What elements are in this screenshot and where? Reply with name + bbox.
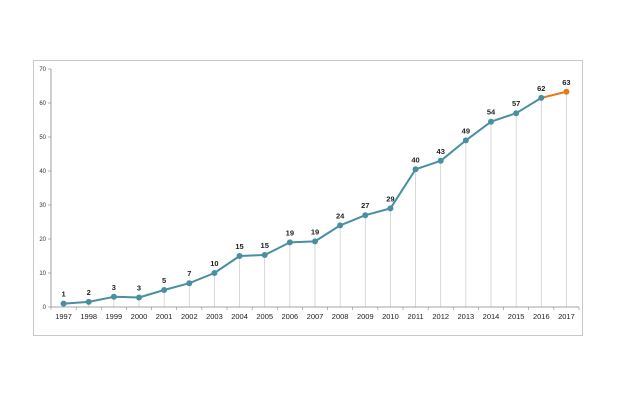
- x-tick-label: 2010: [382, 312, 399, 321]
- data-point: [312, 238, 318, 245]
- data-point: [286, 239, 293, 246]
- x-axis: 1997 1998 1999 2000 2001 2002 2003 2004 2005 2006…: [50, 306, 580, 321]
- data-point: [538, 94, 545, 101]
- data-label: 10: [210, 259, 218, 268]
- x-tick-label: 2004: [231, 312, 248, 321]
- data-point: [85, 298, 92, 305]
- data-label: 63: [562, 78, 570, 87]
- data-label: 1: [61, 290, 65, 299]
- series-segment: [213, 255, 241, 274]
- data-point: [412, 166, 419, 173]
- data-label: 3: [137, 283, 141, 292]
- data-label: 19: [286, 228, 294, 237]
- x-tick-label: 2017: [558, 312, 575, 321]
- data-point: [60, 300, 67, 307]
- series-segment: [414, 159, 442, 171]
- y-tick-label: 60: [39, 101, 46, 107]
- x-tick-label: 1997: [55, 312, 72, 321]
- x-tick-label: 1999: [106, 312, 123, 321]
- data-point: [387, 205, 394, 212]
- data-point: [513, 110, 520, 117]
- series-segment: [439, 139, 467, 162]
- x-tick-label: 2016: [533, 312, 550, 321]
- x-tick-label: 2008: [332, 312, 349, 321]
- series-segment: [314, 224, 342, 243]
- series-segment: [238, 253, 266, 257]
- data-point: [462, 137, 469, 144]
- y-tick-label: 40: [39, 169, 46, 175]
- data-label: 15: [235, 242, 243, 251]
- data-point: [236, 253, 243, 259]
- data-label: 3: [112, 283, 116, 292]
- x-tick-label: 2007: [307, 312, 324, 321]
- data-label: 40: [411, 155, 419, 164]
- data-point: [110, 293, 117, 300]
- data-point: [437, 157, 444, 164]
- y-tick-label: 70: [39, 67, 46, 73]
- series-segment: [62, 300, 90, 305]
- x-tick-label: 2012: [432, 312, 449, 321]
- series-segment: [364, 207, 392, 217]
- data-point: [211, 270, 218, 276]
- data-label: 15: [261, 241, 269, 250]
- series-segment: [163, 282, 191, 291]
- data-label: 2: [87, 288, 91, 297]
- data-point: [488, 118, 494, 125]
- data-label: 54: [487, 108, 496, 117]
- series-segment: [515, 96, 543, 115]
- drop-lines: [63, 91, 567, 307]
- series-segment: [188, 272, 216, 285]
- data-point: [362, 212, 369, 219]
- data-point: [337, 222, 344, 229]
- x-tick-label: 2009: [357, 312, 374, 321]
- data-label: 43: [437, 147, 445, 156]
- y-tick-label: 0: [43, 305, 47, 311]
- data-label: 19: [311, 227, 319, 236]
- data-label: 57: [512, 99, 520, 108]
- series-segment: [288, 240, 316, 244]
- series-segment: [389, 168, 417, 210]
- y-tick-label: 30: [39, 203, 46, 209]
- data-point-highlight: [563, 88, 570, 95]
- x-tick-label: 2006: [282, 312, 299, 321]
- data-label: 7: [187, 269, 191, 278]
- x-tick-label: 2013: [458, 312, 475, 321]
- x-tick-label: 2001: [156, 312, 173, 321]
- data-label: 29: [386, 194, 394, 203]
- series-segment: [138, 289, 166, 299]
- data-label: 5: [162, 276, 166, 285]
- data-label: 27: [361, 201, 369, 210]
- chart-frame: 0 10 20 30 40 50 60 70 1997 1998 1999 2000 2001 2002…: [33, 60, 583, 336]
- y-axis: 0 10 20 30 40 50 60 70: [39, 67, 52, 311]
- data-point: [136, 294, 142, 301]
- y-tick-label: 10: [39, 271, 46, 277]
- data-label: 24: [336, 211, 345, 220]
- series-segment: [112, 295, 140, 299]
- series-segment: [263, 241, 291, 256]
- data-label: 62: [537, 84, 545, 93]
- x-tick-label: 2003: [206, 312, 223, 321]
- series-segment: [464, 120, 492, 142]
- x-tick-label: 2005: [256, 312, 273, 321]
- data-point: [161, 287, 168, 293]
- line-chart: 0 10 20 30 40 50 60 70 1997 1998 1999 2000 2001 2002…: [39, 67, 580, 321]
- series-segment: [87, 295, 115, 303]
- x-tick-label: 2015: [508, 312, 525, 321]
- x-tick-label: 2000: [131, 312, 148, 321]
- data-point: [186, 280, 193, 287]
- series-segment: [339, 214, 367, 227]
- x-tick-label: 2011: [408, 312, 424, 321]
- x-tick-label: 2014: [483, 312, 500, 321]
- series-segment-highlight: [540, 90, 568, 99]
- x-tick-label: 2002: [181, 312, 198, 321]
- y-tick-label: 20: [39, 237, 46, 243]
- series-segment: [490, 112, 518, 123]
- y-tick-label: 50: [39, 135, 46, 141]
- x-tick-label: 1998: [80, 312, 97, 321]
- data-label: 49: [462, 126, 470, 135]
- data-point: [261, 251, 268, 258]
- series-line: [60, 88, 570, 307]
